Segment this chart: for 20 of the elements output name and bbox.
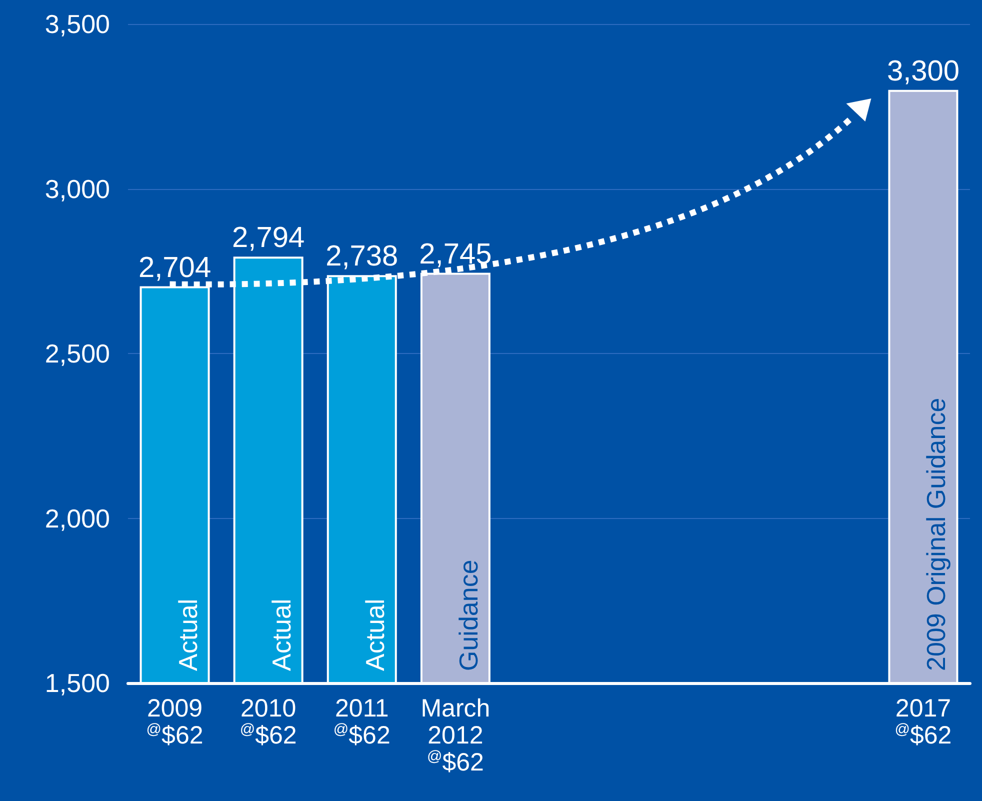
data-label: 2,794 (232, 222, 305, 254)
y-tick-label: 1,500 (44, 668, 110, 698)
annotation: Guidance (453, 560, 484, 671)
x-tick-label: March 2012 @$62 (420, 694, 490, 776)
x-tick-label: 2017 @$62 (894, 694, 952, 750)
y-tick-label: 3,500 (44, 9, 110, 39)
data-label: 2,704 (138, 252, 212, 284)
annotation: Actual (360, 598, 390, 671)
annotation: 2009 Original Guidance (921, 398, 952, 671)
x-tick-label: 2011 @$62 (333, 694, 390, 750)
annotation: Actual (172, 598, 203, 671)
data-label: 2,738 (326, 240, 398, 273)
y-tick-label: 3,000 (44, 174, 110, 204)
y-tick-label: 2,500 (44, 338, 110, 368)
x-tick-label: 2010 @$62 (240, 694, 297, 750)
data-label: 2,745 (419, 238, 492, 270)
annotation: Actual (266, 598, 296, 671)
x-tick-label: 2009 @$62 (146, 694, 204, 750)
data-label: 3,300 (886, 55, 960, 88)
y-tick-label: 2,000 (44, 503, 110, 534)
